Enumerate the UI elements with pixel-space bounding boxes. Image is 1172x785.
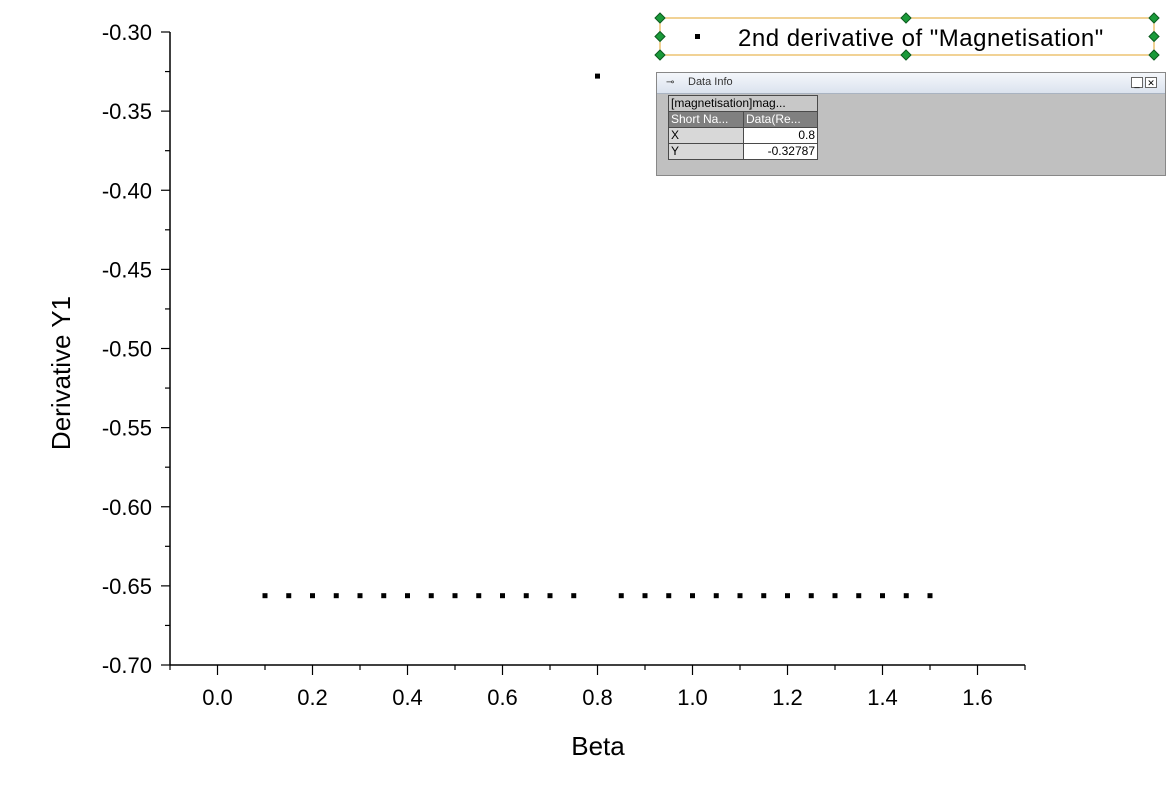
data-point[interactable] [808, 593, 814, 599]
short-name-header: Short Na... [668, 111, 744, 128]
data-point[interactable] [476, 593, 482, 599]
data-point[interactable] [713, 593, 719, 599]
data-point[interactable] [642, 593, 648, 599]
data-point[interactable] [761, 593, 767, 599]
row-label: Y [668, 143, 744, 160]
data-info-table: [magnetisation]mag... Short Na... Data(R… [668, 95, 818, 160]
legend-label: 2nd derivative of "Magnetisation" [738, 25, 1104, 52]
data-point[interactable] [381, 593, 387, 599]
row-label: X [668, 127, 744, 144]
y-tick-label: -0.50 [102, 337, 152, 362]
data-info-window[interactable]: ⊸ Data Info _ ✕ [magnetisation]mag... Sh… [656, 72, 1166, 176]
data-point[interactable] [595, 73, 600, 79]
data-point[interactable] [428, 593, 434, 599]
y-tick-label: -0.60 [102, 495, 152, 520]
data-point[interactable] [856, 593, 862, 599]
data-info-titlebar[interactable]: ⊸ Data Info _ ✕ [657, 73, 1165, 94]
data-point[interactable] [333, 593, 339, 599]
resize-handle[interactable] [1148, 49, 1160, 61]
y-tick-label: -0.40 [102, 178, 152, 203]
x-tick-label: 0.4 [392, 685, 423, 710]
data-source-cell: [magnetisation]mag... [668, 95, 818, 112]
data-point[interactable] [927, 593, 933, 599]
data-header: Data(Re... [743, 111, 818, 128]
data-point[interactable] [286, 593, 292, 599]
data-point[interactable] [357, 593, 363, 599]
x-tick-label: 1.0 [677, 685, 708, 710]
resize-handle[interactable] [1148, 12, 1160, 24]
row-value: -0.32787 [743, 143, 818, 160]
data-point[interactable] [903, 593, 909, 599]
data-point[interactable] [690, 593, 695, 599]
y-tick-label: -0.45 [102, 257, 152, 282]
data-point[interactable] [262, 593, 268, 599]
x-tick-label: 1.6 [962, 685, 993, 710]
data-point[interactable] [310, 593, 315, 599]
x-tick-label: 0.0 [202, 685, 233, 710]
data-point[interactable] [547, 593, 553, 599]
resize-handle[interactable] [1148, 30, 1160, 43]
resize-handle[interactable] [654, 12, 666, 24]
legend-marker [695, 34, 700, 39]
y-axis-title: Derivative Y1 [46, 296, 76, 450]
resize-handle[interactable] [654, 49, 666, 61]
data-point[interactable] [880, 593, 885, 599]
data-point[interactable] [523, 593, 529, 599]
x-tick-label: 0.6 [487, 685, 518, 710]
data-point[interactable] [618, 593, 624, 599]
resize-handle[interactable] [654, 30, 666, 43]
legend[interactable]: 2nd derivative of "Magnetisation" [654, 12, 1160, 61]
data-point[interactable] [452, 593, 458, 599]
y-tick-label: -0.35 [102, 99, 152, 124]
minimize-button[interactable]: _ [1131, 77, 1143, 88]
data-point[interactable] [500, 593, 505, 599]
y-tick-label: -0.30 [102, 20, 152, 45]
data-point[interactable] [405, 593, 410, 599]
resize-handle[interactable] [900, 49, 912, 61]
x-tick-label: 0.2 [297, 685, 328, 710]
data-info-title: Data Info [688, 76, 733, 88]
table-row: Y -0.32787 [668, 143, 818, 160]
x-tick-label: 1.4 [867, 685, 898, 710]
y-tick-label: -0.55 [102, 416, 152, 441]
data-point[interactable] [666, 593, 672, 599]
x-axis-title: Beta [571, 731, 625, 761]
x-tick-label: 1.2 [772, 685, 803, 710]
x-tick-label: 0.8 [582, 685, 613, 710]
data-point[interactable] [832, 593, 838, 599]
close-button[interactable]: ✕ [1145, 77, 1157, 88]
resize-handle[interactable] [900, 12, 912, 24]
data-point[interactable] [785, 593, 790, 599]
data-point[interactable] [737, 593, 743, 599]
y-tick-label: -0.70 [102, 653, 152, 678]
pin-icon[interactable]: ⊸ [666, 77, 675, 88]
row-value: 0.8 [743, 127, 818, 144]
data-point[interactable] [571, 593, 577, 599]
table-row: X 0.8 [668, 127, 818, 144]
y-tick-label: -0.65 [102, 574, 152, 599]
